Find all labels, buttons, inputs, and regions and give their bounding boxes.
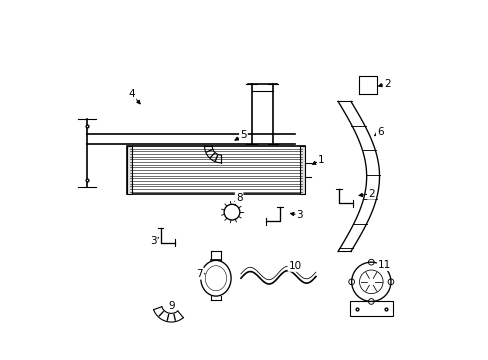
Bar [126, 146, 305, 194]
Text: 10: 10 [288, 261, 301, 271]
Bar [299, 146, 305, 194]
Bar [349, 301, 392, 316]
Text: 2: 2 [383, 78, 390, 89]
Text: 1: 1 [317, 156, 324, 165]
Text: 8: 8 [235, 193, 242, 203]
Text: 3: 3 [296, 210, 303, 220]
Bar [126, 146, 132, 194]
Text: 3: 3 [150, 236, 156, 246]
Text: 7: 7 [196, 269, 203, 279]
Text: 5: 5 [240, 130, 246, 140]
Text: 2: 2 [367, 189, 374, 199]
Text: 4: 4 [128, 89, 135, 99]
Text: 11: 11 [377, 260, 390, 270]
Text: 9: 9 [167, 301, 174, 311]
Text: 6: 6 [376, 127, 383, 137]
